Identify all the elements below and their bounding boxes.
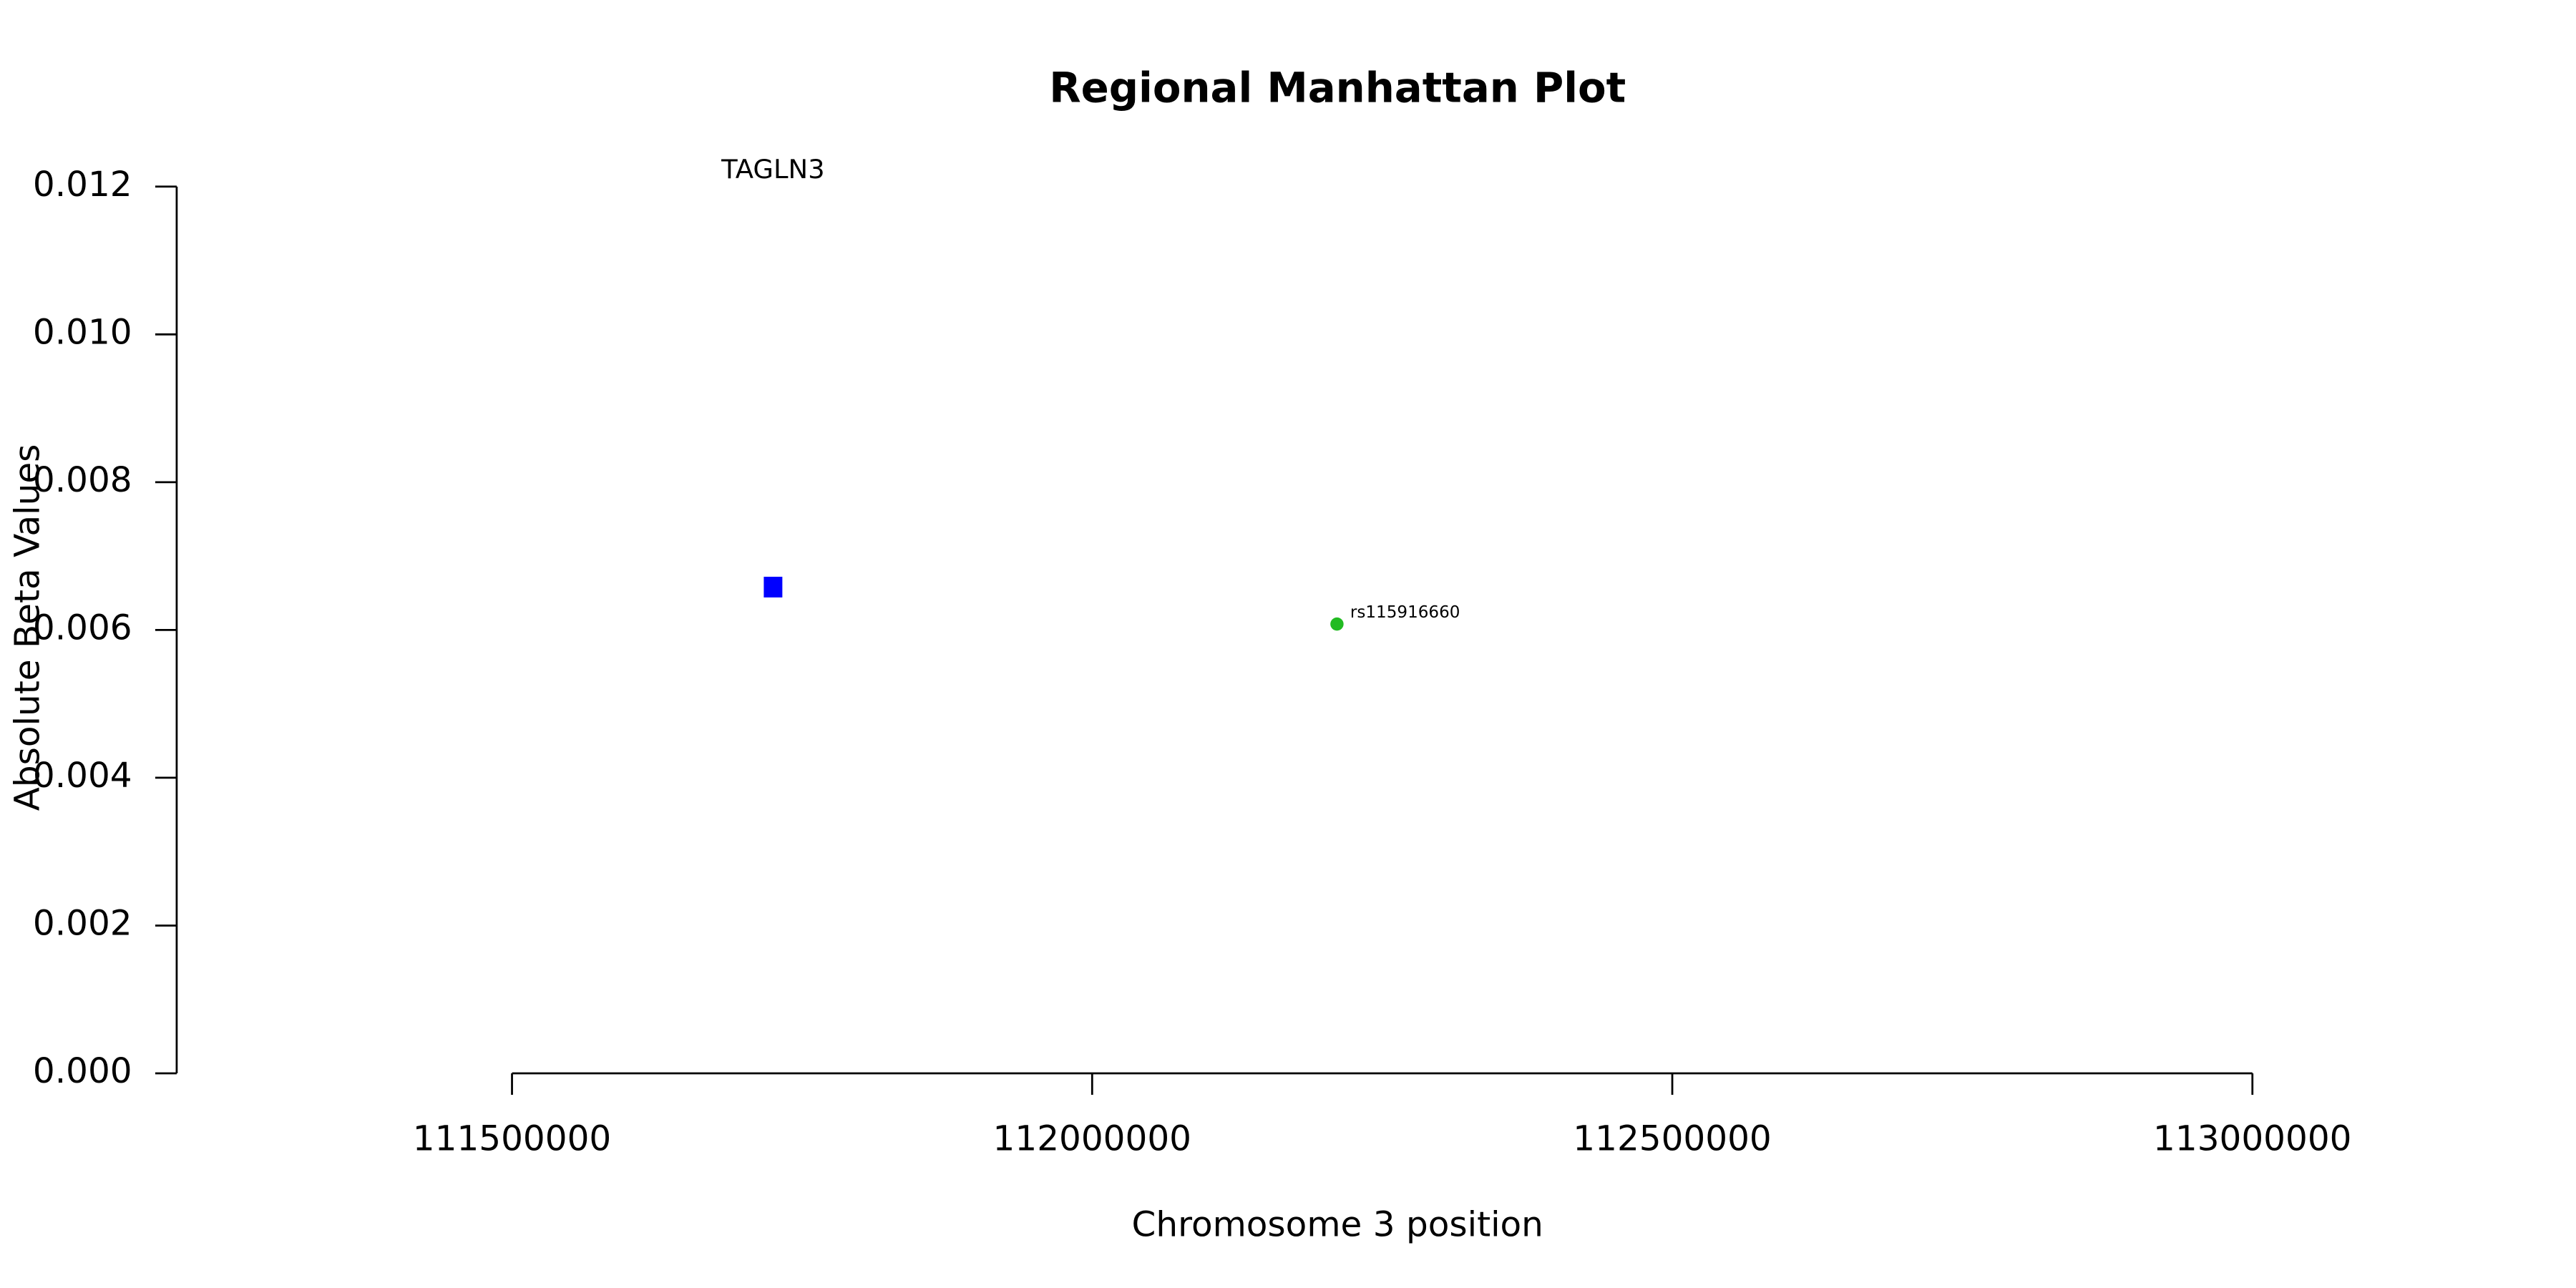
y-tick-label: 0.012 <box>33 165 132 205</box>
y-tick-label: 0.004 <box>33 756 132 796</box>
y-tick-label: 0.008 <box>33 460 132 500</box>
y-tick-label: 0.000 <box>33 1051 132 1091</box>
gene-box <box>763 577 783 597</box>
y-tick-label: 0.010 <box>33 312 132 352</box>
chart-title: Regional Manhattan Plot <box>1049 64 1626 112</box>
y-tick-label: 0.006 <box>33 608 132 648</box>
gene-label: TAGLN3 <box>721 154 825 185</box>
x-tick-label: 112500000 <box>1573 1119 1771 1159</box>
y-axis-label: Absolute Beta Values <box>8 444 48 811</box>
x-axis-label: Chromosome 3 position <box>1132 1205 1543 1245</box>
x-tick-label: 112000000 <box>993 1119 1191 1159</box>
x-tick-label: 111500000 <box>413 1119 611 1159</box>
y-tick-label: 0.002 <box>33 903 132 943</box>
x-tick-label: 113000000 <box>2153 1119 2351 1159</box>
snp-label: rs115916660 <box>1350 603 1460 622</box>
snp-point <box>1330 617 1344 631</box>
